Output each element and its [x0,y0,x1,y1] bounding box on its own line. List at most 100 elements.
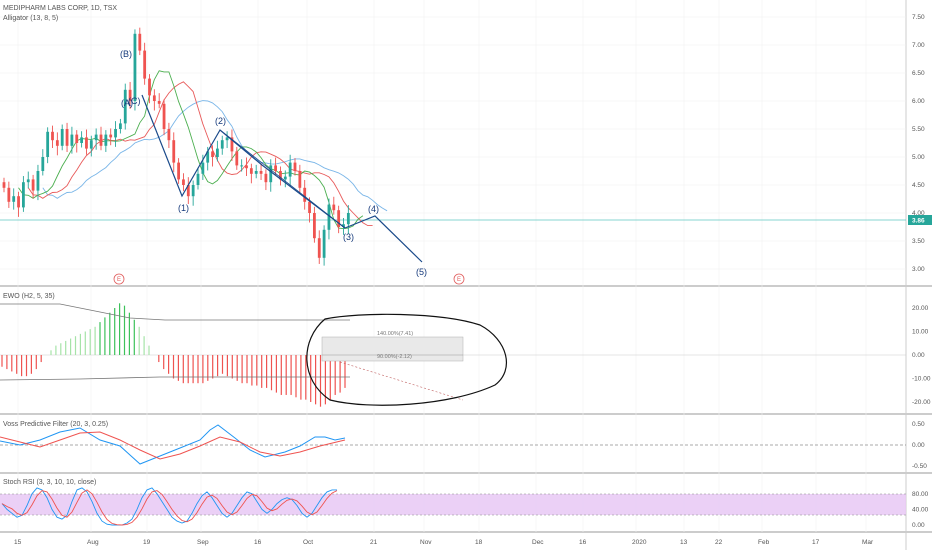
time-tick-label: 13 [680,539,688,546]
wave-label-2: (2) [215,116,226,126]
candle [254,164,258,179]
candle [303,179,307,210]
candle [75,130,79,153]
wave-label-4: (4) [368,204,379,214]
price-tick-label: 3.00 [912,266,925,273]
elliott-wave-drawing[interactable] [141,94,423,263]
vertical-grid [17,0,867,532]
candle [31,174,35,199]
candle [177,158,180,184]
candle [317,230,321,264]
horizontal-grid [0,16,906,270]
fib-projection-box[interactable]: 140.00%(7.41) 90.00%(-2.12) [321,331,464,401]
wave-label-3: (3) [343,232,354,242]
candle [128,81,132,109]
candle [162,99,166,136]
candle [41,149,45,176]
fib-lower-label: 90.00%(-2.12) [377,354,412,360]
candle [157,93,161,109]
candle [279,166,282,186]
voss-tick-label: 0.00 [912,442,925,449]
voss-axis[interactable]: 0.50 0.00 -0.50 [912,421,927,470]
hand-drawn-circle [306,313,508,406]
stoch-band [0,494,906,515]
stoch-tick-label: 0.00 [912,522,925,529]
candle [70,126,74,154]
stoch-axis[interactable]: 80.00 40.00 0.00 [912,491,929,529]
ewo-axis[interactable]: 20.00 10.00 0.00 -10.00 -20.00 [912,305,931,406]
time-tick-label: Mar [862,539,874,546]
ewo-tick-label: 10.00 [912,329,929,336]
price-tick-label: 5.50 [912,126,925,133]
candle [55,132,59,156]
candle [220,135,224,155]
time-axis[interactable]: 15 Aug 19 Sep 16 Oct 21 Nov 18 Dec 16 2020 13 22 Feb 17… [14,539,874,546]
candle [225,131,229,149]
voss-blue-line [0,424,346,465]
current-price-tag: 3.86 [908,215,932,225]
ewo-lower-band [0,376,350,381]
wave-path [141,94,423,263]
stoch-legend: Stoch RSI (3, 3, 10, 10, close) [3,479,96,486]
price-axis[interactable]: 7.50 7.00 6.50 6.00 5.50 5.00 4.50 4.00 3.50 3.00 [912,14,925,273]
time-tick-label: Nov [420,539,432,546]
candle [109,128,113,146]
time-tick-label: 22 [715,539,723,546]
svg-text:E: E [457,277,461,283]
candle [172,132,176,173]
alligator-teeth-line [27,81,373,227]
candle [46,127,50,164]
voss-tick-label: -0.50 [912,463,927,470]
ewo-tick-label: -20.00 [912,399,931,406]
time-tick-label: Aug [87,539,99,546]
candle [249,163,253,184]
price-tick-label: 5.00 [912,154,925,161]
time-tick-label: Feb [758,539,770,546]
alligator-jaw-line [42,100,388,212]
candle [245,157,248,177]
earnings-marker[interactable]: E [453,273,465,285]
price-tick-label: 7.00 [912,42,925,49]
time-tick-label: Sep [197,539,209,546]
candle [240,159,244,172]
candle [138,27,142,56]
price-tick-label: 3.50 [912,238,925,245]
candle [288,154,292,187]
candle [186,177,190,205]
time-tick-label: 17 [812,539,820,546]
candle [182,173,185,192]
price-tick-label: 4.00 [912,210,925,217]
candle [167,122,171,149]
candle [274,157,277,176]
ewo-legend: EWO (H2, 5, 35) [3,293,55,300]
voss-legend: Voss Predictive Filter (20, 3, 0.25) [3,421,108,428]
candle [152,89,156,111]
candle [7,181,11,208]
candle [346,205,350,234]
time-tick-label: 19 [143,539,151,546]
candle [143,42,147,85]
candle [99,126,103,151]
price-tick-label: 7.50 [912,14,925,21]
candle [104,130,108,152]
candle [60,124,64,151]
candle [133,29,137,111]
candle [259,163,263,180]
voss-tick-label: 0.50 [912,421,925,428]
alligator-legend: Alligator (13, 8, 5) [3,15,58,22]
fib-upper-label: 140.00%(7.41) [377,331,413,337]
candle [264,169,268,191]
earnings-markers[interactable]: E E [113,273,465,285]
stoch-d-line [1,489,338,526]
candle [322,225,326,266]
candle [216,140,219,162]
stoch-k-line [1,487,337,526]
candle [191,180,195,206]
candle [94,128,98,150]
candle [114,121,117,147]
wave-label-5: (5) [416,267,427,277]
symbol-title: MEDIPHARM LABS CORP, 1D, TSX [3,5,117,12]
earnings-marker[interactable]: E [113,273,125,285]
